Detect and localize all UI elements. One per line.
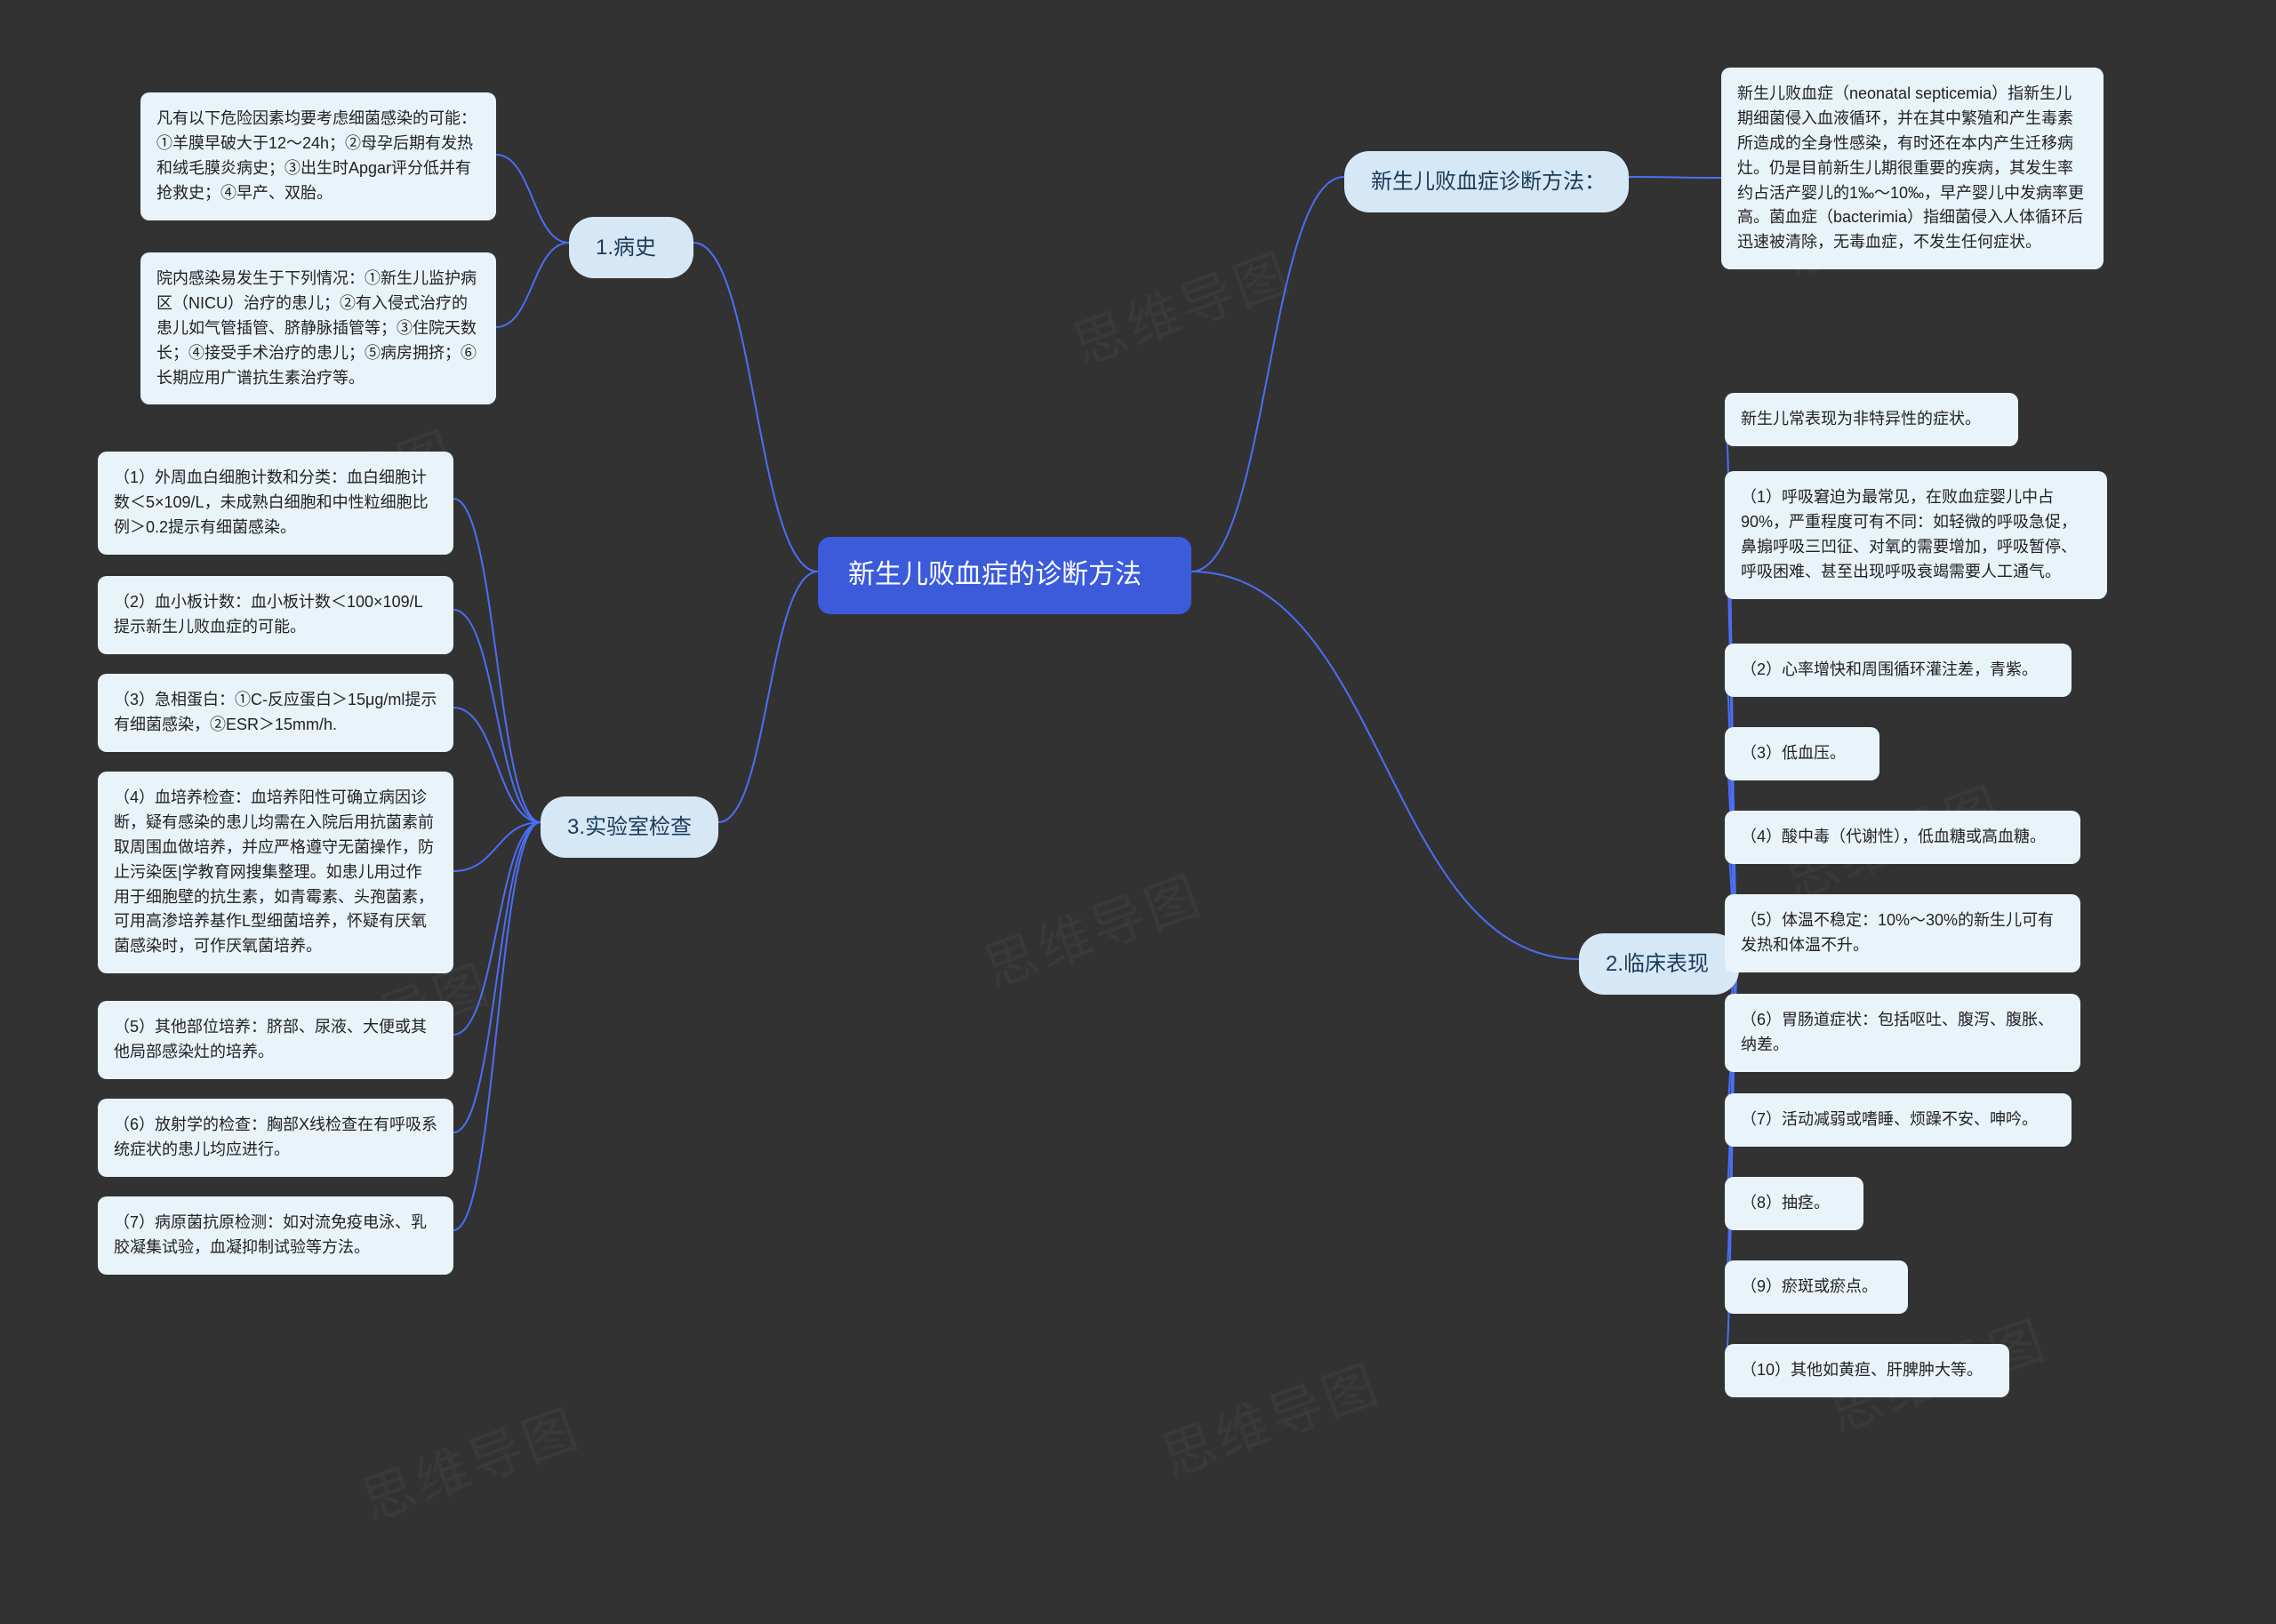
leaf-clinical-1: （1）呼吸窘迫为最常见，在败血症婴儿中占90%，严重程度可有不同：如轻微的呼吸急… xyxy=(1725,471,2107,599)
leaf-lab-6: （6）放射学的检查：胸部X线检查在有呼吸系统症状的患儿均应进行。 xyxy=(98,1099,453,1177)
leaf-clinical-10: （10）其他如黄疸、肝脾肿大等。 xyxy=(1725,1344,2009,1397)
leaf-clinical-3: （3）低血压。 xyxy=(1725,727,1879,780)
leaf-lab-1: （1）外周血白细胞计数和分类：血白细胞计数＜5×109/L，未成熟白细胞和中性粒… xyxy=(98,452,453,555)
leaf-lab-7: （7）病原菌抗原检测：如对流免疫电泳、乳胶凝集试验，血凝抑制试验等方法。 xyxy=(98,1196,453,1275)
branch-clinical: 2.临床表现 xyxy=(1579,933,1739,995)
watermark: 思维导图 xyxy=(972,852,1212,1003)
leaf-method-1: 新生儿败血症（neonatal septicemia）指新生儿期细菌侵入血液循环… xyxy=(1721,68,2104,269)
branch-lab: 3.实验室检查 xyxy=(541,796,718,858)
leaf-history-1: 凡有以下危险因素均要考虑细菌感染的可能：①羊膜早破大于12～24h；②母孕后期有… xyxy=(140,92,496,220)
leaf-clinical-6: （6）胃肠道症状：包括呕吐、腹泻、腹胀、纳差。 xyxy=(1725,994,2080,1072)
leaf-clinical-9: （9）瘀斑或瘀点。 xyxy=(1725,1260,1908,1314)
leaf-lab-3: （3）急相蛋白：①C-反应蛋白＞15μg/ml提示有细菌感染，②ESR＞15mm… xyxy=(98,674,453,752)
leaf-clinical-8: （8）抽痉。 xyxy=(1725,1177,1863,1230)
leaf-clinical-7: （7）活动减弱或嗜睡、烦躁不安、呻吟。 xyxy=(1725,1093,2072,1147)
leaf-clinical-0: 新生儿常表现为非特异性的症状。 xyxy=(1725,393,2018,446)
leaf-history-2: 院内感染易发生于下列情况：①新生儿监护病区（NICU）治疗的患儿；②有入侵式治疗… xyxy=(140,252,496,404)
leaf-lab-5: （5）其他部位培养：脐部、尿液、大便或其他局部感染灶的培养。 xyxy=(98,1001,453,1079)
watermark: 思维导图 xyxy=(349,1386,589,1536)
leaf-lab-2: （2）血小板计数：血小板计数＜100×109/L提示新生儿败血症的可能。 xyxy=(98,576,453,654)
leaf-lab-4: （4）血培养检查：血培养阳性可确立病因诊断，疑有感染的患儿均需在入院后用抗菌素前… xyxy=(98,772,453,973)
leaf-clinical-2: （2）心率增快和周围循环灌注差，青紫。 xyxy=(1725,644,2072,697)
root-node: 新生儿败血症的诊断方法 xyxy=(818,537,1191,614)
watermark: 思维导图 xyxy=(1150,1341,1390,1492)
branch-history: 1.病史 xyxy=(569,217,693,278)
leaf-clinical-5: （5）体温不稳定：10%～30%的新生儿可有发热和体温不升。 xyxy=(1725,894,2080,972)
branch-method: 新生儿败血症诊断方法： xyxy=(1344,151,1629,212)
watermark: 思维导图 xyxy=(1061,230,1301,380)
leaf-clinical-4: （4）酸中毒（代谢性），低血糖或高血糖。 xyxy=(1725,811,2080,864)
